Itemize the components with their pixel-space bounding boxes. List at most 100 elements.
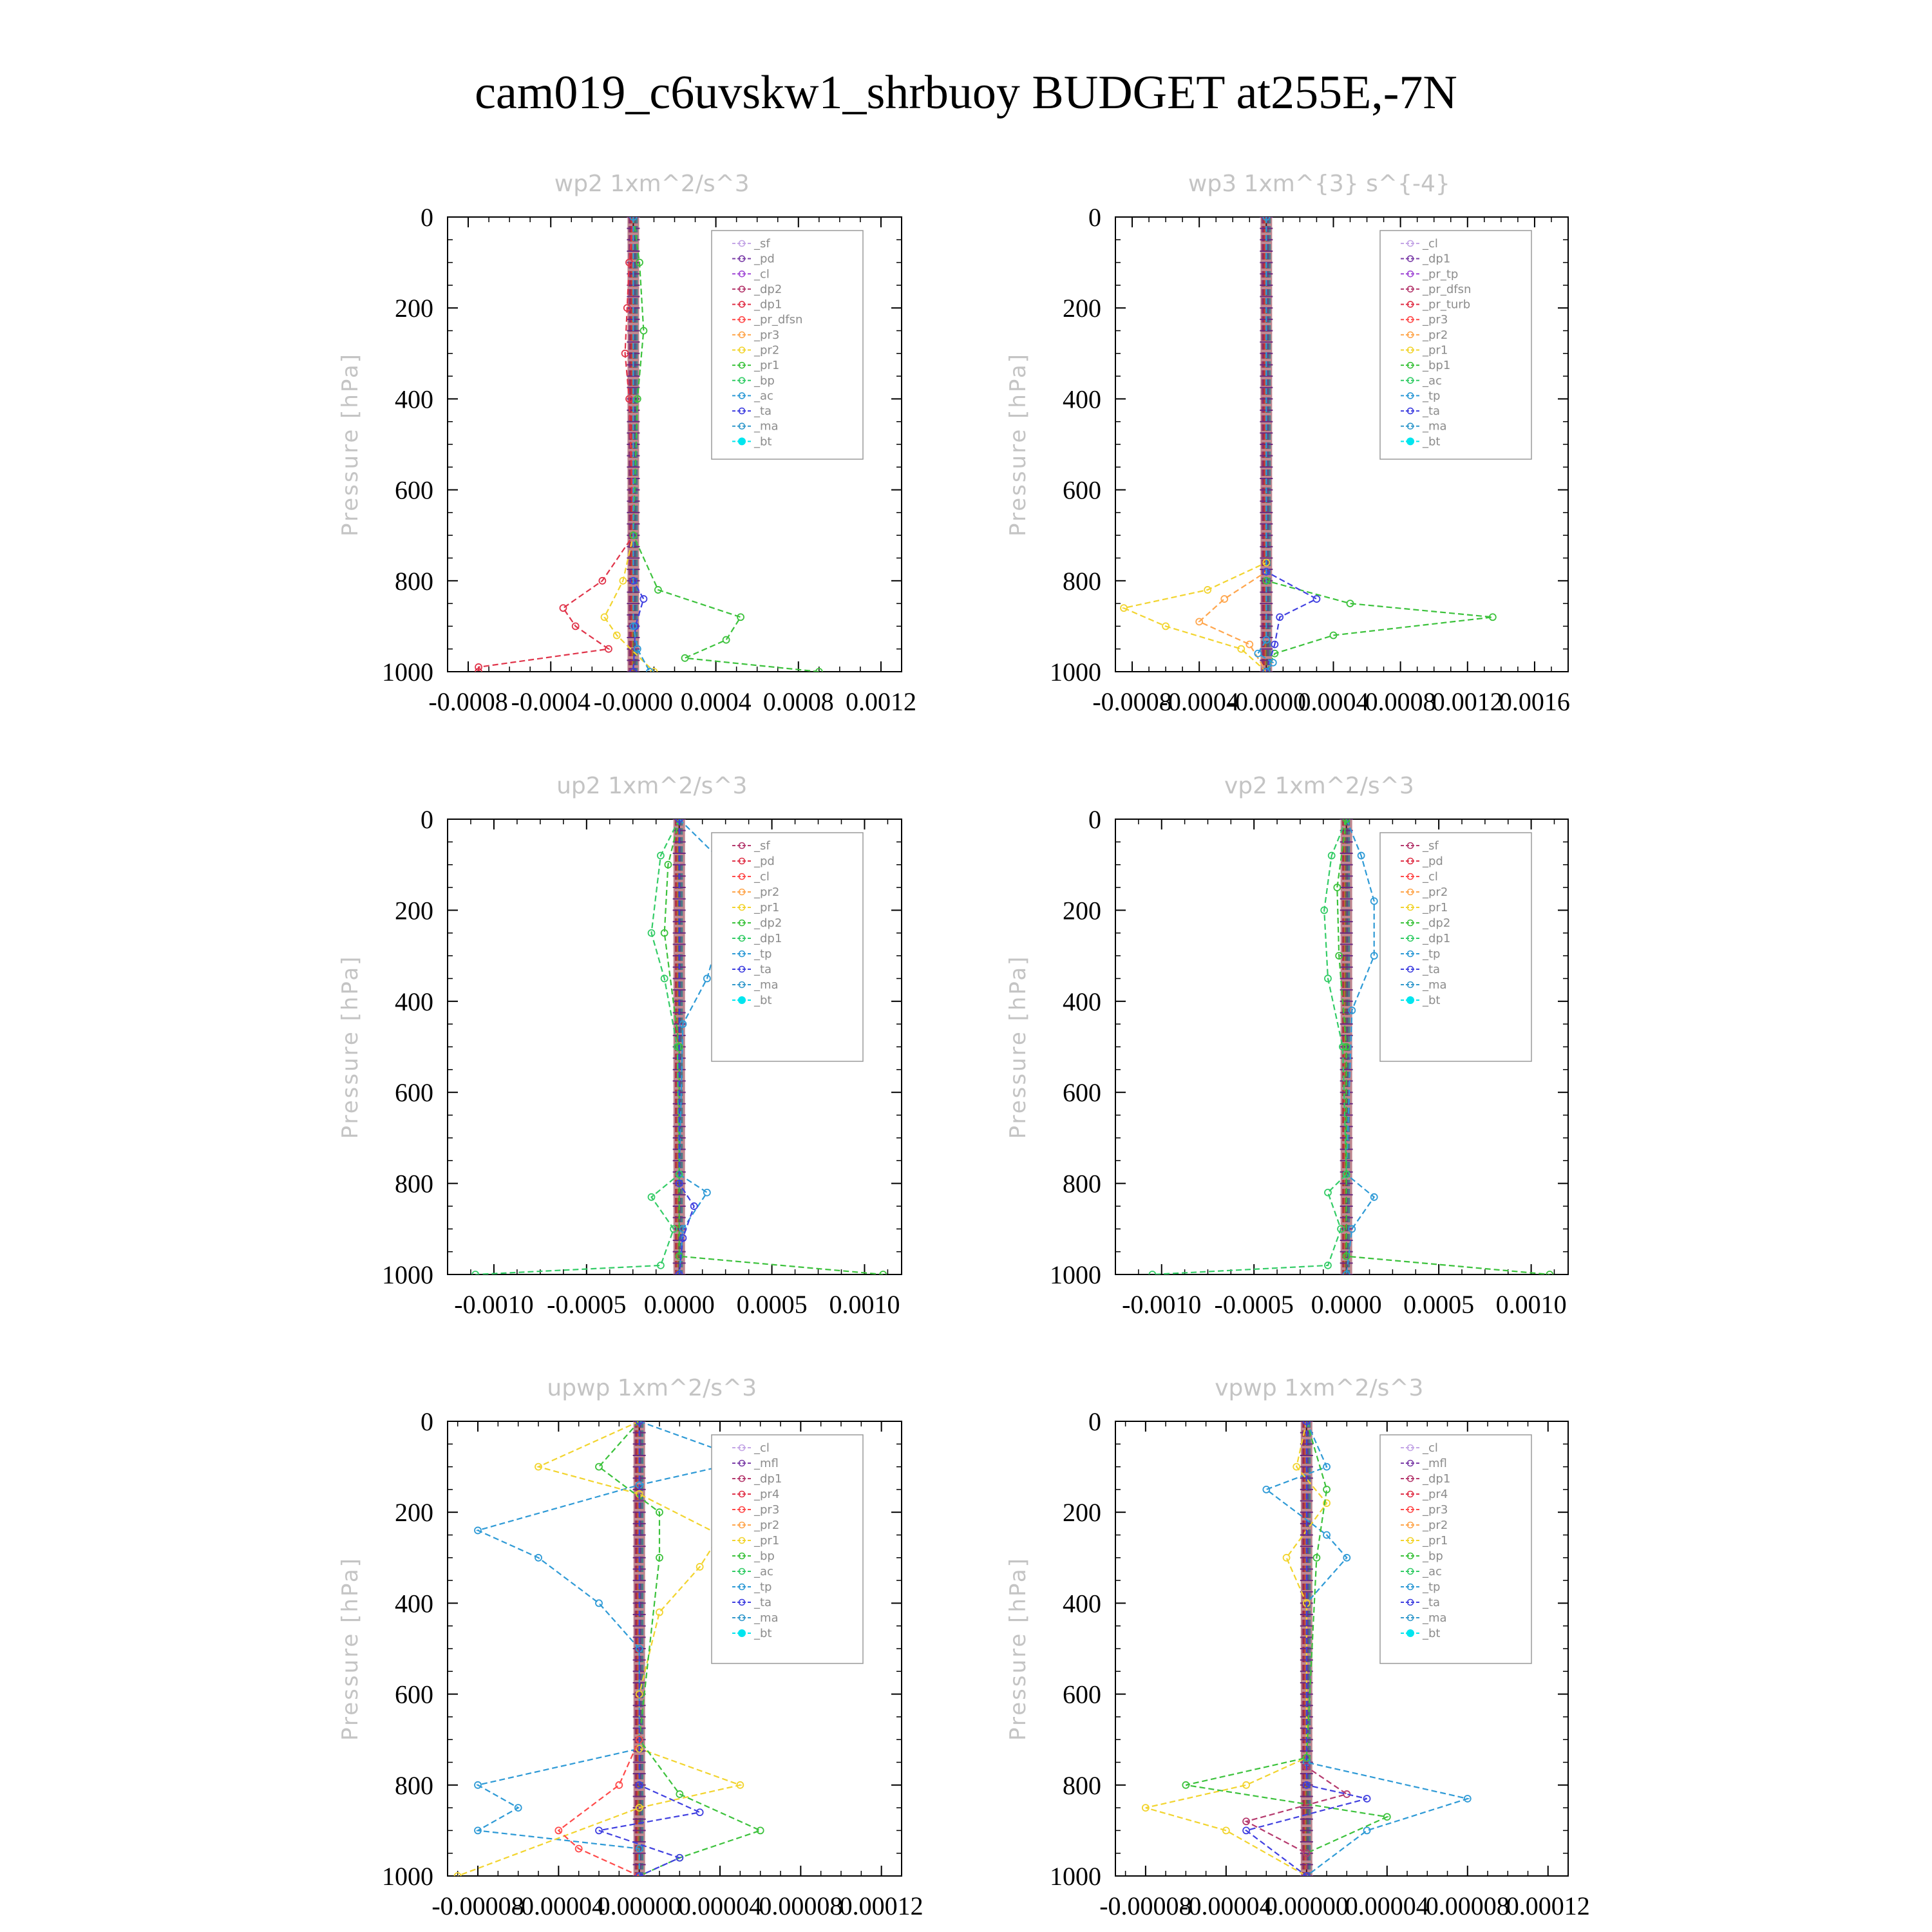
- y-tick-label: 400: [1063, 987, 1101, 1016]
- legend-label: _cl: [1422, 870, 1438, 884]
- legend-swatch: [732, 1459, 752, 1467]
- data-point: [1141, 1804, 1150, 1812]
- legend-swatch: [732, 1537, 752, 1544]
- legend-swatch: [1401, 301, 1420, 308]
- legend-swatch: [1401, 285, 1420, 293]
- data-point: [656, 1508, 663, 1517]
- legend-label: _pr_dfsn: [753, 313, 802, 327]
- legend: _cl _mfl _dp1 _pr4 _pr3 _pr2 _pr1_bp _ac _tp _ta _…: [1379, 1434, 1532, 1664]
- legend-label: _pr1: [753, 1534, 779, 1548]
- y-tick-label: 400: [395, 384, 433, 413]
- data-point: [1323, 1499, 1331, 1507]
- data-point: [1262, 576, 1271, 585]
- legend-label: _ta: [753, 963, 772, 976]
- legend-label: _pd: [753, 252, 775, 266]
- data-point: [1302, 1849, 1311, 1857]
- x-tick-label: 0.0000: [644, 1290, 715, 1319]
- data-point: [1182, 1781, 1190, 1789]
- x-tick-label: 0.00004: [1345, 1891, 1429, 1920]
- legend-swatch: [732, 1598, 752, 1606]
- legend-swatch: [732, 1583, 752, 1591]
- legend-label: _cl: [753, 267, 770, 281]
- data-point: [703, 1188, 711, 1197]
- legend-label: _sf: [1422, 839, 1439, 853]
- data-point: [474, 1781, 482, 1789]
- data-point: [623, 304, 631, 312]
- legend-label: _dp1: [753, 932, 782, 945]
- legend: _sf_pd_cl _dp2 _dp1_pr_dfsn_pr3 _pr2 _pr1 _bp…: [711, 230, 864, 460]
- legend-label: _ac: [753, 389, 773, 402]
- data-point: [1342, 1271, 1350, 1274]
- data-point: [679, 1020, 687, 1028]
- data-point: [660, 974, 668, 983]
- data-point: [676, 1790, 684, 1798]
- legend-label: _pr1: [753, 901, 779, 914]
- series-profile-pr1: [1121, 217, 1267, 672]
- legend-swatch: [732, 377, 752, 384]
- legend-swatch: [1401, 842, 1420, 849]
- data-point: [1262, 1485, 1271, 1493]
- data-point: [625, 395, 633, 403]
- legend-swatch: [732, 857, 752, 865]
- data-point: [1488, 613, 1497, 621]
- data-point: [612, 631, 621, 639]
- data-point: [1363, 1826, 1371, 1835]
- y-axis-label: Pressure [hPa]: [1005, 1557, 1031, 1741]
- legend-swatch: [1401, 1459, 1420, 1467]
- data-point: [1293, 1463, 1301, 1471]
- data-point: [679, 1234, 687, 1242]
- legend-label: _ac: [1422, 1565, 1442, 1578]
- series-profile-pr1: [457, 1421, 743, 1876]
- y-tick-label: 200: [395, 1498, 433, 1527]
- legend-label: _tp: [753, 1580, 772, 1594]
- legend-swatch: [1401, 1552, 1420, 1560]
- plot-area: [475, 217, 823, 672]
- legend-label: _ma: [753, 420, 779, 433]
- data-point: [1342, 1043, 1350, 1051]
- legend-swatch: [732, 437, 752, 446]
- legend-label: _pr2: [1422, 1519, 1448, 1532]
- legend-label: _dp1: [753, 298, 782, 312]
- legend-swatch: [1401, 240, 1420, 247]
- series-profile-dp1: [475, 819, 680, 1274]
- legend-label: _pr_dfsn: [1422, 283, 1471, 296]
- data-point: [675, 819, 683, 823]
- data-point: [471, 1271, 480, 1274]
- legend-label: _pd: [753, 855, 775, 868]
- legend-label: _ma: [1422, 1611, 1447, 1625]
- data-point: [696, 1808, 704, 1817]
- y-tick-label: 800: [395, 1170, 433, 1198]
- data-point: [639, 595, 648, 603]
- plot-area: [1120, 217, 1497, 672]
- data-point: [1162, 622, 1170, 630]
- legend-swatch: [732, 392, 752, 399]
- panel-vpwp: vpwp 1xm^2/s^3 Pressure [hPa] 0 200 400 600 80…: [1005, 1375, 1590, 1920]
- data-point: [1242, 1781, 1250, 1789]
- data-point: [1271, 640, 1279, 649]
- y-tick-label: 600: [395, 1680, 433, 1709]
- legend-label: _pr_turb: [1422, 298, 1470, 312]
- data-point: [633, 645, 641, 653]
- data-point: [635, 1872, 643, 1876]
- panel-wp2: wp2 1xm^2/s^3 Pressure [hPa] 0 200 400 600 800…: [337, 171, 916, 716]
- data-point: [1324, 974, 1332, 983]
- x-tick-label: 0.00012: [840, 1891, 923, 1920]
- y-tick-label: 200: [395, 896, 433, 925]
- x-tick-label: -0.00004: [1180, 1891, 1272, 1920]
- data-point: [1282, 1553, 1291, 1562]
- data-point: [646, 668, 654, 672]
- x-tick-label: -0.0004: [1160, 687, 1239, 716]
- legend-swatch: [732, 950, 752, 958]
- data-point: [1329, 631, 1338, 639]
- y-tick-label: 800: [395, 567, 433, 596]
- y-tick-label: 400: [1063, 1589, 1101, 1618]
- x-tick-label: 0.0008: [763, 687, 834, 716]
- data-point: [656, 1553, 663, 1562]
- data-point: [1120, 604, 1128, 612]
- x-tick-label: 0.0005: [737, 1290, 808, 1319]
- legend-label: _pr2: [1422, 328, 1448, 342]
- data-point: [647, 929, 656, 937]
- legend-swatch: [732, 919, 752, 927]
- y-tick-label: 600: [1063, 476, 1101, 505]
